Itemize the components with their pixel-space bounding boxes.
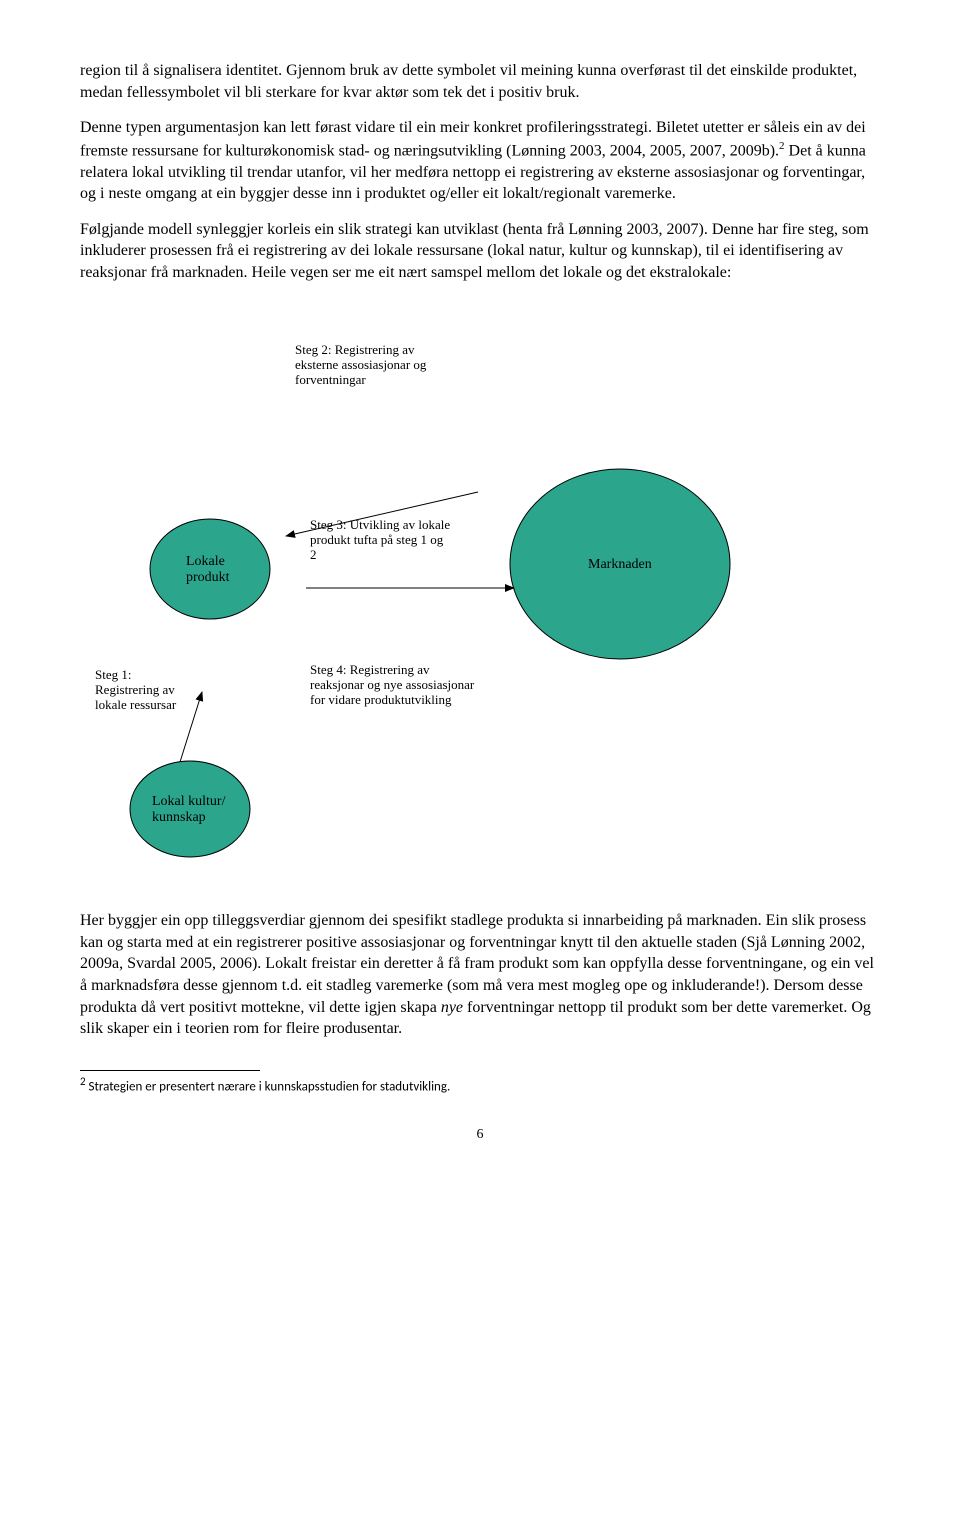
label-steg4: Steg 4: Registrering avreaksjonar og nye… [310, 662, 475, 707]
node-lokale_produkt [150, 519, 270, 619]
paragraph-4: Her byggjer ein opp tilleggsverdiar gjen… [80, 910, 880, 1040]
paragraph-1: region til å signalisera identitet. Gjen… [80, 60, 880, 103]
footnote-separator [80, 1070, 260, 1071]
p4-italic: nye [441, 999, 463, 1016]
diagram-svg: LokaleproduktMarknadenLokal kultur/kunns… [80, 314, 780, 874]
page-number: 6 [80, 1126, 880, 1145]
paragraph-2: Denne typen argumentasjon kan lett føras… [80, 117, 880, 205]
label-steg3: Steg 3: Utvikling av lokaleprodukt tufta… [310, 517, 450, 562]
p2-part-a: Denne typen argumentasjon kan lett føras… [80, 119, 866, 159]
node-label-marknaden: Marknaden [588, 557, 652, 572]
node-label-lokale_produkt: Lokaleprodukt [186, 554, 230, 585]
model-diagram: LokaleproduktMarknadenLokal kultur/kunns… [80, 314, 880, 881]
arrow-a3 [180, 692, 202, 762]
node-lokal_kultur [130, 761, 250, 857]
footnote-text: Strategien er presentert nærare i kunnsk… [86, 1079, 451, 1094]
paragraph-3: Følgjande modell synleggjer korleis ein … [80, 219, 880, 284]
label-steg2: Steg 2: Registrering aveksterne assosias… [295, 342, 427, 387]
footnote: 2 Strategien er presentert nærare i kunn… [80, 1075, 880, 1096]
label-steg1: Steg 1:Registrering avlokale ressursar [95, 667, 177, 712]
